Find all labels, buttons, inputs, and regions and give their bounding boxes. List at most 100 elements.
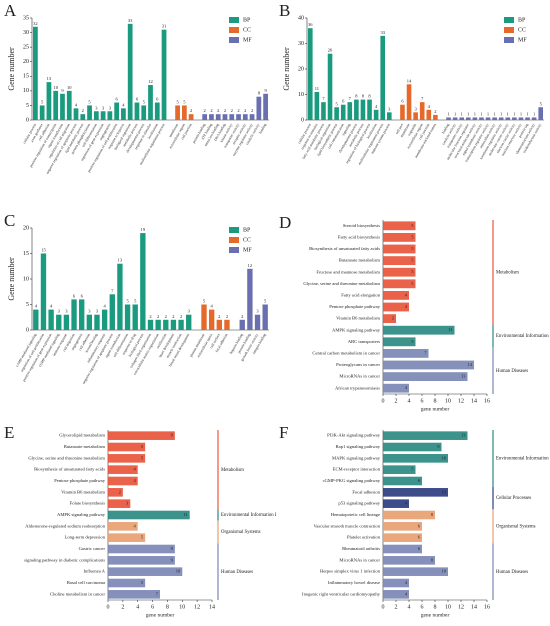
x-tick-label: membrane	[400, 123, 411, 138]
bar	[505, 117, 511, 120]
value-label: 2	[165, 314, 167, 319]
value-label: 5	[411, 223, 414, 228]
bar	[202, 114, 208, 120]
bar	[161, 29, 167, 120]
category-label: Vitamin B6 metabolism	[61, 489, 105, 494]
value-label: 26	[328, 48, 333, 53]
panel-letter: B	[279, 1, 290, 20]
y-tick-label: 40	[298, 15, 304, 21]
category-label: African trypanosomiasis	[335, 385, 380, 390]
bar	[215, 114, 221, 120]
x-tick-label: 4	[408, 398, 411, 404]
value-label: 14	[407, 78, 412, 83]
value-label: 5	[203, 299, 206, 304]
group-label: Organismal Systems	[496, 524, 536, 529]
bar	[239, 319, 245, 330]
x-tick-label: 4	[136, 604, 139, 610]
bar	[53, 90, 59, 120]
bar	[383, 244, 416, 254]
value-label: 1	[467, 111, 469, 116]
bar	[383, 522, 422, 531]
category-label: Folate biosynthesis	[70, 501, 106, 506]
bar	[208, 309, 215, 330]
bar	[181, 105, 187, 120]
y-tick-label: 20	[298, 66, 304, 72]
value-label: 10	[442, 455, 447, 460]
category-label: Inogenic right ventricular cardiomyopath…	[302, 591, 381, 596]
bar	[87, 105, 92, 120]
value-label: 2	[218, 314, 220, 319]
value-label: 6	[342, 99, 345, 104]
x-tick-label: 12	[458, 398, 464, 404]
value-label: 9	[171, 433, 174, 438]
y-tick-label: 30	[298, 41, 304, 47]
bar	[383, 533, 422, 542]
value-label: 10	[442, 489, 447, 494]
bar	[386, 112, 392, 120]
value-label: 1	[533, 111, 535, 116]
value-label: 4	[133, 478, 136, 483]
x-axis-label: gene number	[146, 612, 175, 618]
category-label: MicroRNAs in cancer	[339, 557, 380, 562]
group-label: Metabolism	[221, 468, 244, 473]
category-label: Glycerolipid metabolism	[59, 433, 105, 438]
legend-label: CC	[243, 237, 251, 243]
value-label: 5	[176, 99, 179, 104]
bar	[413, 112, 418, 120]
value-label: 6	[116, 97, 119, 102]
value-label: 5	[411, 234, 414, 239]
panel-letter: E	[4, 423, 14, 442]
bar	[433, 114, 438, 120]
x-tick-label: 0	[382, 604, 385, 610]
value-label: 2	[82, 108, 84, 113]
y-tick-label: 30	[23, 30, 29, 36]
value-label: 1	[480, 111, 482, 116]
bar	[383, 302, 409, 312]
bar	[222, 114, 228, 120]
bar	[108, 476, 138, 486]
group-label: Environmental Information Processing	[496, 456, 550, 461]
value-label: 6	[136, 97, 139, 102]
legend-swatch	[504, 17, 514, 23]
value-label: 13	[461, 433, 466, 438]
bar	[256, 96, 262, 120]
group-label: Environmental Information Processing	[496, 334, 550, 339]
x-tick-label: localization	[147, 123, 159, 140]
bar	[321, 102, 326, 120]
x-tick-label: 6	[421, 398, 424, 404]
group-label: Human Diseases	[496, 369, 528, 374]
value-label: 3	[58, 309, 61, 314]
panel-letter: D	[279, 213, 291, 232]
bar	[216, 319, 222, 330]
value-label: 19	[141, 227, 146, 232]
value-label: 3	[88, 309, 91, 314]
legend-label: BP	[243, 227, 251, 233]
bar	[383, 431, 468, 440]
bar	[380, 35, 386, 120]
value-label: 6	[418, 546, 421, 551]
y-tick-label: 0	[26, 327, 29, 333]
legend-label: CC	[243, 27, 251, 33]
bar	[485, 117, 491, 120]
bar	[459, 117, 465, 120]
x-tick-label: 0	[107, 604, 110, 610]
bar	[108, 499, 131, 508]
value-label: 5	[411, 467, 414, 472]
y-axis-label: Gene number	[7, 47, 16, 91]
value-label: 11	[448, 327, 452, 332]
value-label: 1	[454, 111, 456, 116]
value-label: 2	[180, 314, 182, 319]
value-label: 4	[104, 304, 107, 309]
bar	[170, 319, 177, 330]
value-label: 31	[162, 24, 167, 29]
x-axis-label: gene number	[421, 612, 450, 618]
bar	[426, 109, 432, 120]
value-label: 5	[411, 269, 414, 274]
legend-swatch	[229, 37, 239, 43]
value-label: 6	[418, 478, 421, 483]
value-label: 9	[171, 546, 174, 551]
value-label: 2	[224, 108, 226, 113]
bar	[178, 319, 184, 330]
category-label: Pentose phosphate pathway	[329, 304, 380, 309]
value-label: 5	[88, 99, 91, 104]
